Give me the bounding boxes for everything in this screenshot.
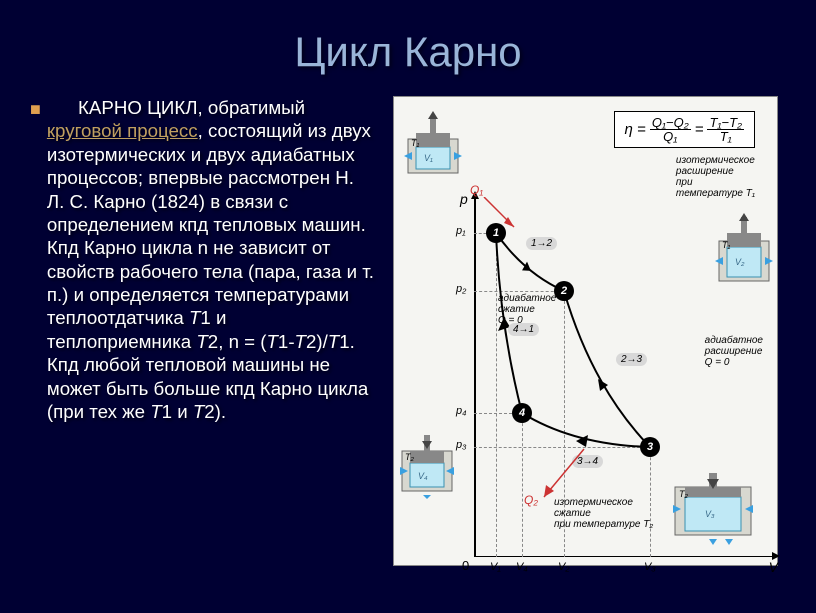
p4-tick: p₄ bbox=[456, 405, 467, 417]
content-row: ■ КАРНО ЦИКЛ, обратимый круговой процесс… bbox=[0, 76, 816, 566]
piston-top-left: T₁ V₁ bbox=[404, 111, 458, 177]
svg-text:V₄: V₄ bbox=[418, 471, 428, 481]
axis-label-p: p bbox=[460, 191, 468, 207]
diagram-column: η = Q₁−Q₂Q₁ = T₁−T₂T₁ T₁ V₁ bbox=[385, 96, 786, 566]
svg-text:T₂: T₂ bbox=[405, 452, 414, 462]
axis-origin: 0 bbox=[462, 558, 469, 573]
proc-12-label: изотермическое расширение при температур… bbox=[676, 155, 755, 199]
proc-41-label: адиабатное сжатие Q = 0 bbox=[498, 293, 556, 326]
svg-text:T₁: T₁ bbox=[411, 138, 419, 148]
p1-tick: p₁ bbox=[456, 225, 466, 237]
svg-text:V₁: V₁ bbox=[424, 153, 433, 163]
bullet-icon: ■ bbox=[30, 98, 41, 120]
v2-tick: V₂ bbox=[558, 561, 570, 573]
text-column: ■ КАРНО ЦИКЛ, обратимый круговой процесс… bbox=[30, 96, 385, 566]
proc-34-label: изотермическое сжатие при температуре T₂ bbox=[554, 497, 653, 530]
proc-23-label: адиабатное расширение Q = 0 bbox=[705, 335, 763, 368]
p2-tick: p₂ bbox=[456, 283, 466, 295]
v4-tick: V₄ bbox=[516, 561, 528, 573]
slide-title: Цикл Карно bbox=[0, 0, 816, 76]
piston-bottom-left: T₂ V₄ bbox=[396, 427, 450, 499]
q2-label: Q₂ bbox=[524, 493, 538, 507]
v3-tick: V₃ bbox=[644, 561, 656, 573]
axis-label-v: V bbox=[769, 559, 778, 575]
carnot-diagram: η = Q₁−Q₂Q₁ = T₁−T₂T₁ T₁ V₁ bbox=[393, 96, 778, 566]
link-circular-process[interactable]: круговой процесс bbox=[47, 120, 198, 141]
v1-tick: V₁ bbox=[490, 561, 501, 573]
body-paragraph: КАРНО ЦИКЛ, обратимый круговой процесс, … bbox=[47, 96, 375, 423]
q1-label: Q₁ bbox=[470, 183, 483, 197]
efficiency-formula: η = Q₁−Q₂Q₁ = T₁−T₂T₁ bbox=[614, 111, 755, 148]
p3-tick: p₃ bbox=[456, 439, 466, 451]
